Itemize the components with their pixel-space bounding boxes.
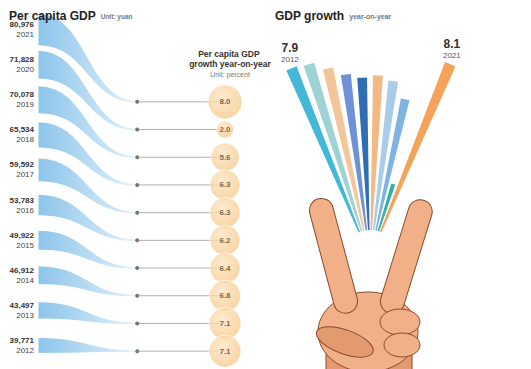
svg-text:2.0: 2.0 (219, 125, 231, 134)
svg-text:Unit: yuan: Unit: yuan (101, 13, 133, 21)
svg-text:70,078: 70,078 (10, 90, 35, 99)
svg-text:53,783: 53,783 (10, 196, 35, 205)
svg-text:Per capita GDP: Per capita GDP (9, 9, 96, 23)
svg-text:39,771: 39,771 (10, 336, 35, 345)
svg-text:2015: 2015 (16, 241, 34, 250)
svg-text:80,976: 80,976 (9, 20, 34, 29)
svg-text:8.1: 8.1 (443, 37, 460, 51)
svg-text:7.1: 7.1 (219, 319, 231, 328)
svg-text:7.9: 7.9 (282, 41, 299, 55)
svg-text:2018: 2018 (16, 135, 34, 144)
svg-text:2012: 2012 (281, 55, 299, 64)
svg-text:65,534: 65,534 (10, 125, 35, 134)
svg-text:8.0: 8.0 (219, 97, 231, 106)
svg-text:43,497: 43,497 (10, 301, 35, 310)
svg-text:49,922: 49,922 (10, 231, 35, 240)
svg-text:7.1: 7.1 (219, 347, 231, 356)
svg-text:2019: 2019 (16, 100, 34, 109)
svg-text:Unit: percent: Unit: percent (210, 71, 250, 79)
svg-text:2014: 2014 (16, 276, 34, 285)
svg-text:6.3: 6.3 (219, 180, 231, 189)
svg-text:2013: 2013 (16, 311, 34, 320)
svg-text:5.6: 5.6 (219, 153, 231, 162)
svg-text:2021: 2021 (443, 51, 461, 60)
svg-text:growth year-on-year: growth year-on-year (189, 59, 271, 69)
svg-text:Per capita GDP: Per capita GDP (198, 49, 262, 59)
svg-text:2012: 2012 (16, 346, 34, 355)
svg-text:6.2: 6.2 (219, 236, 231, 245)
svg-text:46,912: 46,912 (10, 266, 35, 275)
svg-text:2021: 2021 (16, 30, 34, 39)
svg-text:59,592: 59,592 (10, 160, 35, 169)
svg-text:6.8: 6.8 (219, 291, 231, 300)
svg-text:GDP growth: GDP growth (275, 9, 344, 23)
svg-text:6.4: 6.4 (219, 264, 231, 273)
svg-text:2017: 2017 (16, 170, 34, 179)
svg-text:6.3: 6.3 (219, 208, 231, 217)
svg-text:year-on-year: year-on-year (349, 13, 391, 21)
svg-text:71,828: 71,828 (10, 55, 35, 64)
svg-text:2016: 2016 (16, 206, 34, 215)
svg-text:2020: 2020 (16, 65, 34, 74)
